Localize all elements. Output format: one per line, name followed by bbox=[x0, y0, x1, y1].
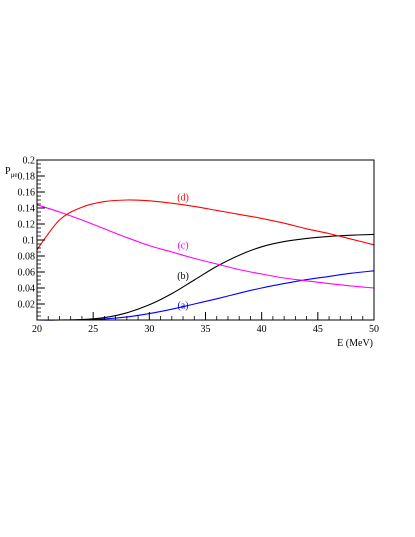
series-label-d: (d) bbox=[177, 193, 189, 204]
x-tick-label: 35 bbox=[201, 324, 211, 335]
y-tick-label: 0.04 bbox=[18, 284, 36, 295]
x-tick-label: 45 bbox=[313, 324, 323, 335]
axes: 20 25 30 35 40 45 50 0.02 0.04 0.06 0.08 0.1 0.12 0.1… bbox=[18, 156, 380, 336]
series-label-b: (b) bbox=[177, 271, 189, 282]
y-tick-label: 0.1 bbox=[23, 236, 36, 247]
x-axis-label: E (MeV) bbox=[337, 338, 373, 349]
y-axis-label-sub: μe bbox=[11, 171, 18, 179]
plot-frame bbox=[36, 159, 375, 321]
y-tick-label: 0.12 bbox=[18, 220, 36, 231]
axis-labels: Pμe E (MeV) bbox=[5, 166, 373, 349]
x-tick-label: 30 bbox=[144, 324, 154, 335]
plot-area: (a) (b) (c) (d) bbox=[36, 193, 375, 321]
y-tick-label: 0.18 bbox=[18, 172, 36, 183]
x-tick-label: 50 bbox=[369, 324, 379, 335]
series-label-a: (a) bbox=[177, 301, 188, 312]
y-tick-label: 0.2 bbox=[23, 156, 36, 167]
series-label-c: (c) bbox=[177, 241, 188, 252]
series-line-d bbox=[36, 199, 375, 250]
y-tick-label: 0.06 bbox=[18, 268, 36, 279]
y-axis-label-main: P bbox=[5, 166, 11, 177]
y-tick-label: 0.14 bbox=[18, 204, 36, 215]
y-tick-label: 0.02 bbox=[18, 300, 36, 311]
y-axis-label: Pμe bbox=[5, 166, 17, 179]
series-line-c bbox=[36, 204, 375, 289]
x-tick-label: 20 bbox=[32, 324, 42, 335]
x-tick-label: 25 bbox=[88, 324, 98, 335]
x-tick-label: 40 bbox=[257, 324, 267, 335]
y-tick-label: 0.08 bbox=[18, 252, 36, 263]
y-tick-label: 0.16 bbox=[18, 188, 36, 199]
